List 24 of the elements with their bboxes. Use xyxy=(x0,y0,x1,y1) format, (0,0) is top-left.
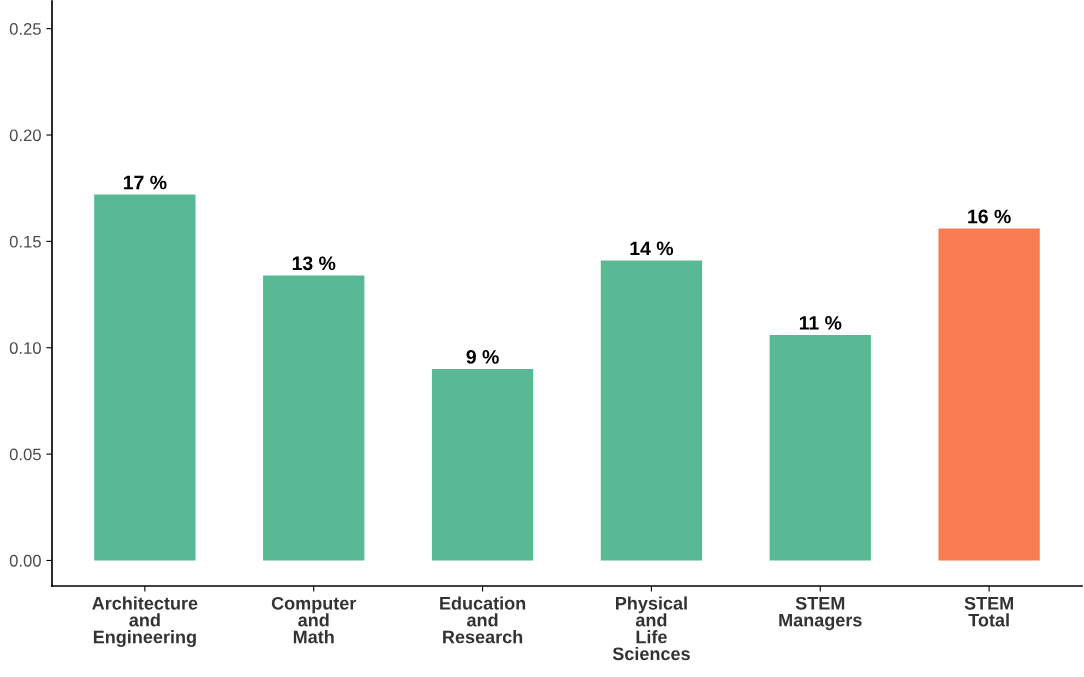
y-tick-label: 0.10 xyxy=(9,342,41,354)
bar xyxy=(263,275,365,561)
data-label: 13 % xyxy=(292,256,336,271)
x-tick-label: Physical and Life Sciences xyxy=(612,596,690,661)
bar xyxy=(431,369,534,561)
data-label: 11 % xyxy=(799,316,842,330)
y-tick-label: 0.05 xyxy=(9,448,41,461)
y-tick-label: 0.15 xyxy=(9,235,41,248)
bar xyxy=(94,194,196,561)
y-tick-label: 0.25 xyxy=(9,23,41,35)
bar xyxy=(769,334,871,561)
x-tick-label: Education and Research xyxy=(440,596,526,644)
data-label: 14 % xyxy=(630,241,674,256)
x-tick-label: STEM Total xyxy=(964,596,1013,627)
data-label: 17 % xyxy=(123,175,167,190)
x-tick-label: STEM Managers xyxy=(779,596,862,631)
y-tick-label: 0.20 xyxy=(9,129,41,142)
x-tick-label: Architecture and Engineering xyxy=(92,596,198,647)
x-tick-label: Computer and Math xyxy=(271,596,357,644)
data-label: 9 % xyxy=(466,350,499,364)
y-tick-label: 0.00 xyxy=(9,554,41,567)
bar xyxy=(600,260,703,561)
bar xyxy=(938,228,1040,561)
data-label: 16 % xyxy=(968,209,1011,224)
